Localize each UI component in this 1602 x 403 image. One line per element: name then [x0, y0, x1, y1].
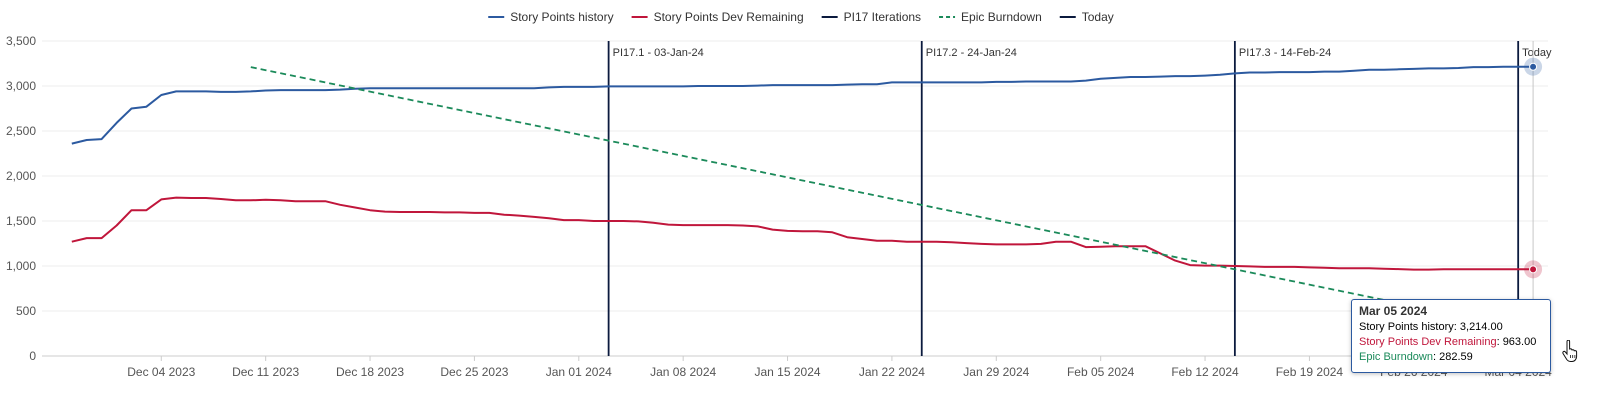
y-tick-label: 500	[16, 304, 36, 318]
gridlines	[42, 40, 1548, 357]
x-tick-label: Jan 22 2024	[859, 365, 925, 379]
x-tick-label: Jan 01 2024	[546, 365, 612, 379]
y-tick-label: 1,500	[6, 214, 36, 228]
series-lines	[71, 65, 1534, 332]
x-tick-label: Dec 11 2023	[232, 365, 299, 379]
tooltip-value: 282.59	[1439, 351, 1473, 363]
x-axis: Dec 04 2023 Dec 11 2023 Dec 18 2023 Dec 25 …	[127, 356, 1552, 379]
x-tick-label: Dec 18 2023	[336, 365, 404, 379]
legend-label: Story Points history	[510, 10, 613, 24]
tooltip: Mar 05 2024 Story Points history: 3,214.…	[1351, 299, 1551, 373]
x-tick-label: Feb 19 2024	[1276, 365, 1344, 379]
x-tick-label: Feb 12 2024	[1171, 365, 1239, 379]
iteration-label: PI17.2 - 24-Jan-24	[926, 47, 1017, 59]
x-tick-label: Dec 25 2023	[440, 365, 508, 379]
tooltip-title: Mar 05 2024	[1359, 304, 1428, 318]
tooltip-row-epic-burndown: Epic Burndown: 282.59	[1359, 351, 1473, 363]
tooltip-label: Story Points history	[1359, 321, 1454, 333]
x-tick-label: Dec 04 2023	[127, 365, 195, 379]
y-axis: 0 500 1,000 1,500 2,000 2,500 3,000 3,500	[6, 34, 36, 363]
legend-label: PI17 Iterations	[844, 10, 921, 24]
y-tick-label: 3,500	[6, 34, 36, 48]
x-tick-label: Jan 29 2024	[963, 365, 1029, 379]
y-tick-label: 3,000	[6, 79, 36, 93]
x-tick-label: Jan 08 2024	[650, 365, 716, 379]
y-tick-label: 0	[29, 349, 36, 363]
tooltip-label: Epic Burndown	[1359, 351, 1433, 363]
series-line-story-points-history	[71, 65, 1534, 145]
y-tick-label: 2,000	[6, 169, 36, 183]
legend: Story Points history Story Points Dev Rem…	[488, 10, 1114, 24]
legend-label: Today	[1082, 10, 1114, 24]
legend-label: Epic Burndown	[961, 10, 1042, 24]
tooltip-value: 963.00	[1502, 336, 1537, 348]
tooltip-value: 3,214.00	[1459, 321, 1503, 333]
iteration-label: PI17.1 - 03-Jan-24	[613, 47, 704, 59]
hover-point	[1529, 62, 1538, 71]
tooltip-label: Story Points Dev Remaining	[1359, 336, 1497, 348]
y-tick-label: 1,000	[6, 259, 36, 273]
iteration-label: PI17.3 - 14-Feb-24	[1239, 47, 1331, 59]
today-label: Today	[1522, 47, 1552, 59]
y-tick-label: 2,500	[6, 124, 36, 138]
tooltip-row-dev-remaining: Story Points Dev Remaining: 963.00	[1359, 336, 1537, 348]
tooltip-row-story-points-history: Story Points history: 3,214.00	[1359, 321, 1503, 333]
series-line-story-points-dev-remaining	[71, 196, 1534, 271]
legend-label: Story Points Dev Remaining	[654, 10, 804, 24]
x-tick-label: Jan 15 2024	[755, 365, 821, 379]
series-line-epic-burndown	[250, 66, 1534, 332]
x-tick-label: Feb 05 2024	[1067, 365, 1135, 379]
hand-cursor-icon	[1562, 340, 1578, 362]
hover-point	[1529, 265, 1538, 274]
